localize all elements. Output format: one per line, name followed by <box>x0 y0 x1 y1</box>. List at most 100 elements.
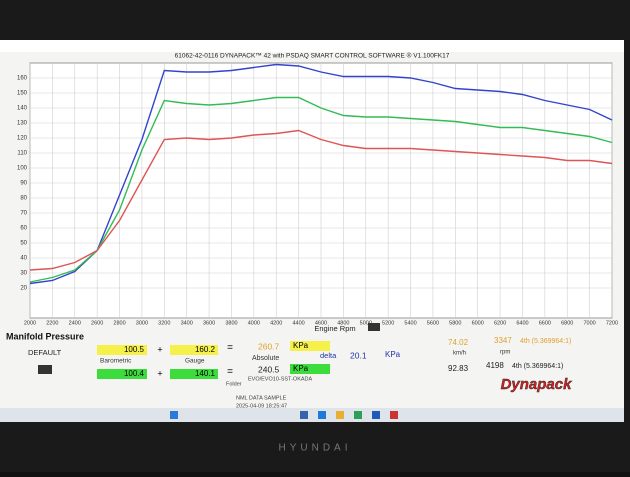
unit-box <box>290 341 330 351</box>
x-tick-label: 3000 <box>136 320 148 326</box>
x-tick-label: 7200 <box>606 320 618 326</box>
x-tick-label: 5000 <box>360 320 372 326</box>
x-tick-label: 5800 <box>449 320 461 326</box>
x-tick-label: 2200 <box>46 320 58 326</box>
brand-logo: Dynapack <box>501 376 573 393</box>
absolute-unit: KPa <box>293 341 309 350</box>
absolute-label: Absolute <box>252 355 279 362</box>
x-tick-label: 3400 <box>181 320 193 326</box>
monitor-brand: HYUNDAI <box>278 443 351 454</box>
y-tick-label: 20 <box>20 286 27 292</box>
x-tick-label: 2400 <box>69 320 81 326</box>
x-tick-label: 3600 <box>203 320 215 326</box>
folder-label: Folder <box>226 381 242 387</box>
speed-unit: km/h <box>453 351 466 357</box>
value-box <box>170 345 218 355</box>
rpm-value-2: 4198 <box>486 361 504 370</box>
delta-label: delta <box>320 351 337 360</box>
y-tick-label: 160 <box>17 76 28 82</box>
equals: = <box>227 367 233 378</box>
x-tick-label: 6400 <box>516 320 528 326</box>
barometric-value-2: 100.4 <box>124 369 145 378</box>
x-tick-label: 6800 <box>561 320 573 326</box>
y-tick-label: 80 <box>20 196 27 202</box>
speed-value-2: 92.83 <box>448 364 469 373</box>
y-tick-label: 120 <box>17 136 28 142</box>
x-tick-label: 4800 <box>337 320 349 326</box>
y-tick-label: 90 <box>20 181 27 187</box>
gauge-value: 160.2 <box>195 345 216 354</box>
gauge-value-2: 140.1 <box>195 369 216 378</box>
folder-value: EVO/EVO10-SST-OKADA <box>248 376 313 382</box>
panel-title: Manifold Pressure <box>6 331 84 341</box>
title-bar <box>0 40 624 52</box>
x-tick-label: 3800 <box>225 320 237 326</box>
barometric-label: Barometric <box>100 358 132 365</box>
data-line <box>29 129 613 271</box>
window-title: 61062-42-0116 DYNAPACK™ 42 with PSDAQ SM… <box>175 52 450 60</box>
barometric-value: 100.5 <box>124 345 145 354</box>
x-tick-label: 4400 <box>292 320 304 326</box>
profile-dropdown[interactable] <box>38 365 52 374</box>
y-tick-label: 70 <box>20 211 27 217</box>
gear: 4th (5.369964:1) <box>520 338 571 345</box>
y-tick-label: 130 <box>17 121 28 127</box>
value-box <box>170 369 218 379</box>
taskbar <box>0 408 624 422</box>
data-line <box>29 96 613 283</box>
x-tick-label: 6600 <box>539 320 551 326</box>
x-tick-label: 3200 <box>158 320 170 326</box>
taskbar-icon[interactable] <box>318 411 326 419</box>
speed-value: 74.02 <box>448 338 469 347</box>
value-box <box>97 345 147 355</box>
equals: = <box>227 343 233 354</box>
delta-value: 20.1 <box>350 350 367 360</box>
data-line <box>29 63 613 285</box>
sample-date: 2025-04-09 18:25:47 <box>236 403 287 409</box>
unit-box <box>290 364 330 374</box>
y-tick-label: 60 <box>20 226 27 232</box>
x-tick-label: 5400 <box>404 320 416 326</box>
rpm-unit: rpm <box>500 350 510 356</box>
y-tick-label: 40 <box>20 256 27 262</box>
x-tick-label: 2000 <box>24 320 36 326</box>
x-tick-label: 7000 <box>583 320 595 326</box>
x-tick-label: 5600 <box>427 320 439 326</box>
plus: + <box>157 368 162 378</box>
x-tick-label: 6200 <box>494 320 506 326</box>
start-button[interactable] <box>170 411 178 419</box>
gear-2: 4th (5.369964:1) <box>512 363 563 370</box>
x-tick-label: 2800 <box>113 320 125 326</box>
gauge-label: Gauge <box>185 358 205 365</box>
y-tick-label: 150 <box>17 91 28 97</box>
x-tick-label: 4000 <box>248 320 260 326</box>
x-tick-label: 6000 <box>472 320 484 326</box>
x-tick-label: 5200 <box>382 320 394 326</box>
value-box <box>97 369 147 379</box>
taskbar-icon[interactable] <box>336 411 344 419</box>
plus: + <box>157 344 162 354</box>
taskbar-icon[interactable] <box>372 411 380 419</box>
x-tick-label: 2600 <box>91 320 103 326</box>
rpm-value: 3347 <box>494 336 512 345</box>
x-tick-label: 4200 <box>270 320 282 326</box>
taskbar-icon[interactable] <box>390 411 398 419</box>
profile: DEFAULT <box>28 348 62 357</box>
delta-unit: KPa <box>385 350 401 359</box>
y-tick-label: 50 <box>20 241 27 247</box>
absolute-unit-2: KPa <box>293 364 309 373</box>
absolute-value-2: 240.5 <box>258 364 280 374</box>
y-tick-label: 140 <box>17 106 28 112</box>
taskbar-icon[interactable] <box>354 411 362 419</box>
y-tick-label: 100 <box>17 166 28 172</box>
x-axis-label: Engine Rpm <box>314 324 355 333</box>
x-tick-label: 4600 <box>315 320 327 326</box>
absolute-value: 260.7 <box>258 341 280 351</box>
axis-dropdown[interactable] <box>368 323 380 331</box>
taskbar-icon[interactable] <box>300 411 308 419</box>
sample-name: NML DATA SAMPLE <box>236 395 287 401</box>
y-tick-label: 110 <box>17 151 27 157</box>
y-tick-label: 30 <box>20 271 27 277</box>
